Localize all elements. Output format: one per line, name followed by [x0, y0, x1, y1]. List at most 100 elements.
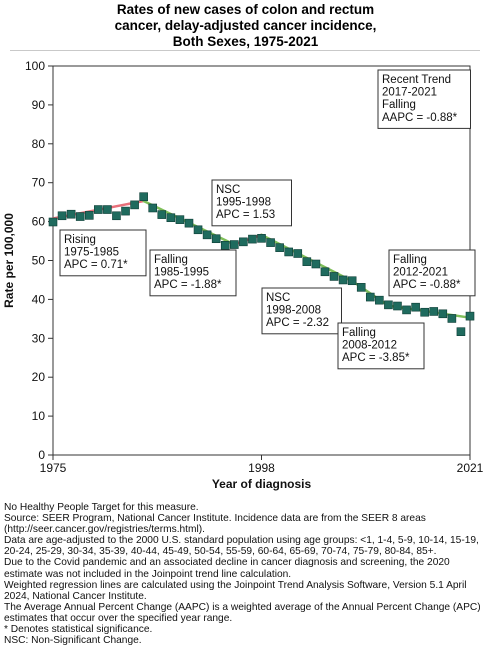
- annotation-text: 2008-2012: [342, 340, 397, 352]
- data-point: [311, 259, 321, 269]
- data-point: [375, 295, 384, 305]
- annotation-text: 1998-2008: [266, 305, 321, 317]
- annotation-text: 1975-1985: [64, 247, 119, 259]
- footnote-line: Source: SEER Program, National Cancer In…: [4, 513, 426, 536]
- data-point: [393, 301, 402, 311]
- data-point: [320, 267, 330, 277]
- chart-title-line-3: Both Sexes, 1975-2021: [172, 34, 319, 49]
- y-axis-title: Rate per 100,000: [2, 213, 16, 308]
- data-point: [365, 292, 375, 302]
- annotation-text: NSC: [216, 184, 240, 196]
- data-point: [139, 192, 148, 202]
- annotation-text: 2017-2021: [382, 87, 437, 99]
- y-tick-label: 40: [32, 292, 46, 306]
- x-tick-label: 1998: [248, 461, 275, 475]
- data-point: [230, 240, 239, 249]
- data-point: [465, 311, 475, 321]
- x-axis-title: Year of diagnosis: [212, 477, 312, 491]
- data-point: [211, 234, 221, 244]
- data-point: [157, 210, 167, 219]
- annotation-box: [377, 69, 471, 129]
- data-point: [338, 275, 348, 285]
- data-point: [202, 230, 212, 240]
- footnote-line: Due to the Covid pandemic and an associa…: [4, 557, 450, 580]
- annotation-text: AAPC = -0.88*: [382, 112, 458, 124]
- chart: 0 10 20 30 40 50 60 70 80 90 100 1975 1998 2021 Year o…: [2, 59, 484, 491]
- footnote-line: The Average Annual Percent Change (AAPC)…: [4, 601, 481, 624]
- data-point: [356, 283, 366, 292]
- annotation-text: Falling: [342, 327, 376, 339]
- y-tick-label: 100: [25, 59, 45, 73]
- annotation-text: APC = 0.71*: [64, 259, 128, 271]
- y-tick-label: 80: [32, 137, 46, 151]
- trend-line-segment: [233, 233, 263, 246]
- data-point: [175, 215, 185, 224]
- annotation-box: [211, 179, 292, 227]
- annotation-text: Falling: [382, 99, 416, 111]
- data-point: [456, 327, 466, 336]
- y-tick-label: 60: [32, 215, 46, 229]
- annotation-text: APC = -1.88*: [154, 279, 222, 291]
- data-point: [293, 249, 303, 258]
- annotation-text: NSC: [266, 292, 290, 304]
- footnotes: No Healthy People Target for this measur…: [4, 502, 488, 646]
- data-point: [347, 276, 357, 286]
- data-point: [438, 309, 448, 319]
- chart-title-line-1: Rates of new cases of colon and rectum: [116, 2, 375, 17]
- data-point: [148, 203, 158, 213]
- data-point: [103, 205, 112, 214]
- data-point: [75, 212, 85, 221]
- annotation-text: APC = 1.53: [216, 209, 275, 221]
- footnote-line: Weighted regression lines are calculated…: [4, 579, 467, 602]
- x-tick-label: 1975: [40, 461, 67, 475]
- annotation-text: Recent Trend: [382, 74, 451, 86]
- footnote-line: Data are age-adjusted to the 2000 U.S. s…: [4, 535, 479, 558]
- data-point: [275, 243, 284, 252]
- annotation-text: APC = -2.32: [266, 317, 329, 329]
- annotation-text: Rising: [64, 234, 96, 246]
- data-point: [248, 234, 257, 244]
- data-point: [284, 247, 293, 257]
- data-point: [411, 302, 420, 312]
- y-tick-label: 90: [32, 98, 46, 112]
- title-divider: [10, 50, 480, 51]
- annotation-text: APC = -0.88*: [393, 279, 461, 291]
- y-tick-label: 10: [32, 409, 46, 423]
- data-point: [94, 205, 103, 214]
- data-point: [266, 238, 275, 247]
- data-point: [384, 300, 393, 310]
- annotation-text: APC = -3.85*: [342, 352, 410, 364]
- data-point: [66, 209, 76, 219]
- annotation-text: Falling: [154, 254, 188, 266]
- annotation-text: 1985-1995: [154, 267, 209, 279]
- footnote-line: NSC: Non-Significant Change.: [4, 635, 142, 646]
- annotation-text: Falling: [393, 254, 427, 266]
- data-point: [329, 272, 339, 281]
- y-tick-label: 20: [32, 370, 46, 384]
- data-point: [112, 211, 121, 221]
- x-tick-label: 2021: [457, 461, 484, 475]
- annotation-text: 1995-1998: [216, 197, 271, 209]
- y-tick-label: 0: [38, 448, 45, 462]
- footnote-line: No Healthy People Target for this measur…: [4, 502, 199, 513]
- data-point: [48, 217, 58, 227]
- data-point: [302, 257, 312, 266]
- data-point: [402, 305, 411, 315]
- data-point: [447, 314, 457, 323]
- chart-title-line-2: cancer, delay-adjusted cancer incidence,: [114, 18, 377, 33]
- data-point: [184, 218, 194, 228]
- data-point: [130, 200, 139, 210]
- data-point: [257, 234, 266, 243]
- data-point: [220, 241, 230, 250]
- footnote-line: * Denotes statistical significance.: [4, 624, 153, 636]
- chart-title: Rates of new cases of colon and rectum c…: [0, 2, 491, 50]
- y-tick-label: 70: [32, 176, 46, 190]
- y-tick-label: 50: [32, 254, 46, 268]
- y-tick-label: 30: [32, 331, 46, 345]
- annotation-box: [59, 229, 147, 277]
- data-point: [166, 213, 176, 223]
- annotation-box: [149, 249, 237, 297]
- annotation-box: [388, 249, 476, 297]
- data-point: [121, 206, 130, 216]
- data-point: [420, 307, 429, 317]
